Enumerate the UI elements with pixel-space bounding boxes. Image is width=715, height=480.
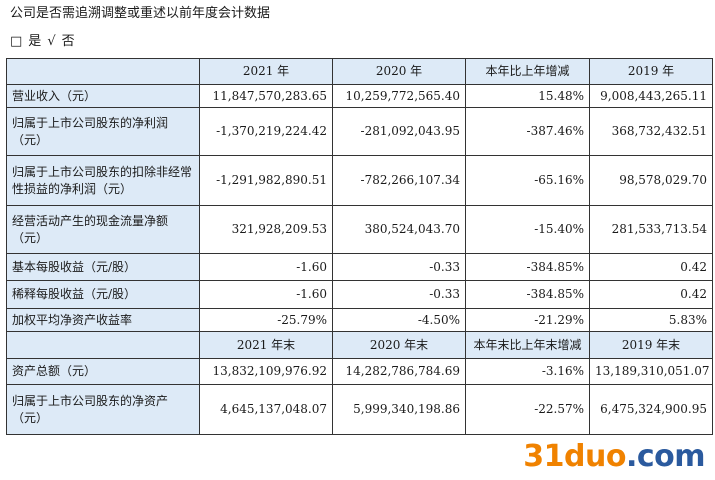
table-header-row: 2021 年末 2020 年末 本年末比上年末增减 2019 年末 [6,331,713,359]
yes-checkbox-icon: □ [10,34,23,49]
cell-value: 10,259,772,565.40 [332,84,466,108]
row-label: 加权平均净资产收益率 [6,308,200,332]
no-option-label: 否 [61,34,75,49]
cell-value: -4.50% [332,308,466,332]
cell-value: 368,732,432.51 [589,107,713,156]
cell-value: 11,847,570,283.65 [199,84,333,108]
table-row: 归属于上市公司股东的净资产（元） 4,645,137,048.07 5,999,… [6,384,713,435]
table-row: 基本每股收益（元/股） -1.60 -0.33 -384.85% 0.42 [6,253,713,281]
restatement-options: □ 是 √ 否 [10,32,81,52]
cell-value: -25.79% [199,308,333,332]
header-cell-label [6,58,200,85]
cell-value: 0.42 [589,253,713,281]
header-cell-change: 本年末比上年末增减 [465,331,590,359]
checkmark-icon: √ [47,34,56,49]
table-row: 加权平均净资产收益率 -25.79% -4.50% -21.29% 5.83% [6,308,713,332]
cell-value: -3.16% [465,358,590,385]
row-label: 稀释每股收益（元/股） [6,280,200,309]
watermark-logo: 31duo.com [523,439,705,474]
table-row: 归属于上市公司股东的扣除非经常性损益的净利润（元） -1,291,982,890… [6,155,713,206]
cell-value: -387.46% [465,107,590,156]
row-label: 基本每股收益（元/股） [6,253,200,281]
cell-value: 380,524,043.70 [332,205,466,254]
cell-value: -21.29% [465,308,590,332]
cell-value: 281,533,713.54 [589,205,713,254]
cell-value: -65.16% [465,155,590,206]
key-financial-data-table: 2021 年 2020 年 本年比上年增减 2019 年 营业收入（元） 11,… [6,58,713,435]
yes-option-label: 是 [28,34,42,49]
cell-value: 9,008,443,265.11 [589,84,713,108]
watermark-part-a: 31duo [523,439,626,474]
cell-value: 5,999,340,198.86 [332,384,466,435]
section-heading: 公司是否需追溯调整或重述以前年度会计数据 [10,6,271,21]
cell-value: 98,578,029.70 [589,155,713,206]
cell-value: 14,282,786,784.69 [332,358,466,385]
cell-value: 5.83% [589,308,713,332]
row-label: 经营活动产生的现金流量净额（元） [6,205,200,254]
table-row: 归属于上市公司股东的净利润（元） -1,370,219,224.42 -281,… [6,107,713,156]
row-label: 归属于上市公司股东的净利润（元） [6,107,200,156]
cell-value: -1,370,219,224.42 [199,107,333,156]
cell-value: 13,832,109,976.92 [199,358,333,385]
cell-value: -15.40% [465,205,590,254]
header-cell-label [6,331,200,359]
cell-value: 0.42 [589,280,713,309]
header-cell-2020: 2020 年 [332,58,466,85]
cell-value: -1.60 [199,280,333,309]
cell-value: -1,291,982,890.51 [199,155,333,206]
cell-value: -0.33 [332,280,466,309]
table-row: 稀释每股收益（元/股） -1.60 -0.33 -384.85% 0.42 [6,280,713,309]
cell-value: -0.33 [332,253,466,281]
header-cell-change: 本年比上年增减 [465,58,590,85]
table-row: 资产总额（元） 13,832,109,976.92 14,282,786,784… [6,358,713,385]
cell-value: -1.60 [199,253,333,281]
cell-value: 6,475,324,900.95 [589,384,713,435]
table-row: 营业收入（元） 11,847,570,283.65 10,259,772,565… [6,84,713,108]
header-cell-2021-end: 2021 年末 [199,331,333,359]
cell-value: -384.85% [465,280,590,309]
row-label: 资产总额（元） [6,358,200,385]
header-cell-2019-end: 2019 年末 [589,331,713,359]
cell-value: 15.48% [465,84,590,108]
header-cell-2021: 2021 年 [199,58,333,85]
cell-value: 13,189,310,051.07 [589,358,713,385]
cell-value: -281,092,043.95 [332,107,466,156]
row-label: 营业收入（元） [6,84,200,108]
cell-value: 321,928,209.53 [199,205,333,254]
header-cell-2020-end: 2020 年末 [332,331,466,359]
table-row: 经营活动产生的现金流量净额（元） 321,928,209.53 380,524,… [6,205,713,254]
cell-value: -782,266,107.34 [332,155,466,206]
row-label: 归属于上市公司股东的扣除非经常性损益的净利润（元） [6,155,200,206]
row-label: 归属于上市公司股东的净资产（元） [6,384,200,435]
header-cell-2019: 2019 年 [589,58,713,85]
cell-value: 4,645,137,048.07 [199,384,333,435]
table-header-row: 2021 年 2020 年 本年比上年增减 2019 年 [6,58,713,85]
cell-value: -384.85% [465,253,590,281]
cell-value: -22.57% [465,384,590,435]
watermark-part-b: .com [625,439,706,474]
